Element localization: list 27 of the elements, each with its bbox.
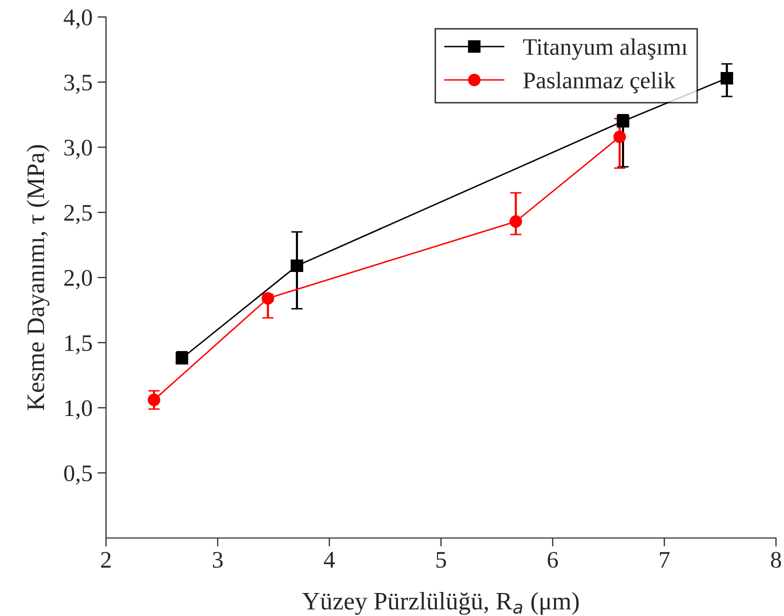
x-tick-label: 5 (436, 552, 446, 568)
point (613, 130, 626, 144)
y-tick-label: 2,5 (64, 204, 92, 224)
y-tick-label: 0,5 (64, 465, 92, 485)
y-tick-label: 1,0 (65, 400, 92, 420)
point (720, 72, 734, 84)
y-tick-label: 4,0 (64, 9, 92, 29)
x-tick-label: 3 (212, 552, 223, 568)
point (148, 394, 160, 406)
point (616, 114, 630, 128)
legend-label: Titanyum alaşımı (523, 38, 688, 60)
legend-label: Paslanmaz çelik (523, 72, 676, 94)
point (262, 292, 274, 305)
y-tick-label: 1,5 (65, 335, 92, 354)
y-axis-title: Kesme Dayanımı, τ (MPa) (26, 145, 50, 410)
x-tick-label: 2 (101, 552, 111, 568)
x-tick-label: 8 (770, 552, 782, 568)
point (510, 215, 522, 228)
x-tick-label: 6 (548, 552, 558, 568)
y-tick-label: 3,0 (64, 140, 92, 160)
y-tick-label: 3,5 (64, 74, 92, 94)
x-tick-label: 4 (324, 552, 335, 568)
point (176, 352, 188, 365)
y-tick-label: 2,0 (64, 270, 92, 290)
point (290, 260, 304, 272)
x-tick-label: 7 (660, 552, 670, 568)
x-axis-title: Yüzey Pürzlülüğü, R$_{a}$ (μm) (302, 592, 579, 615)
